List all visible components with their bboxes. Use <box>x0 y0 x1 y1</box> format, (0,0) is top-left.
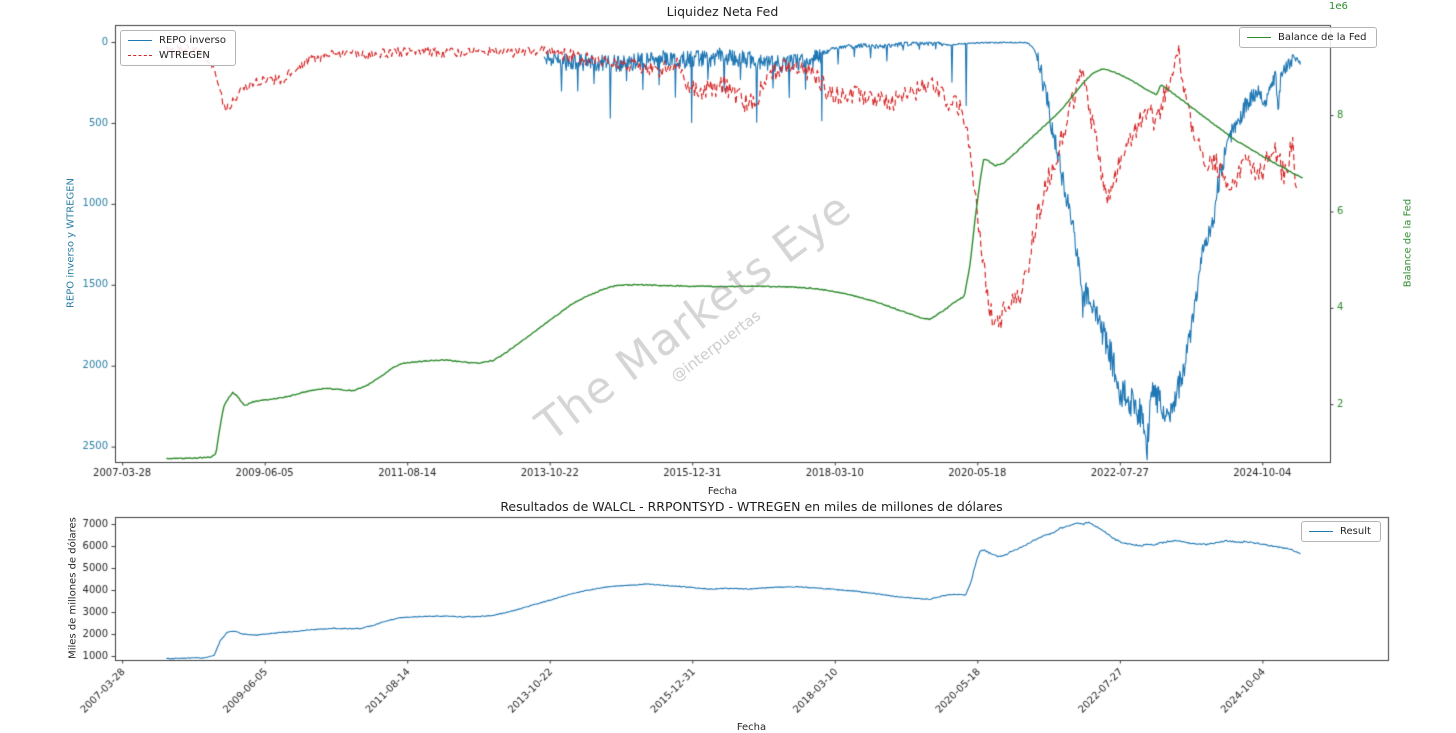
line-sample-repo-inverso <box>128 40 152 41</box>
legend-label-balance-fed: Balance de la Fed <box>1278 32 1367 43</box>
top-chart-ylabel-right: Balance de la Fed <box>1402 198 1414 288</box>
line-sample-result <box>1309 531 1333 532</box>
legend-top-right: Balance de la Fed <box>1239 27 1377 48</box>
top-chart-title: Liquidez Neta Fed <box>666 4 779 19</box>
legend-item-result: Result <box>1309 526 1371 537</box>
line-sample-wtregen <box>128 55 152 56</box>
legend-item-repo-inverso: REPO inverso <box>128 35 226 46</box>
line-sample-balance-fed <box>1247 37 1271 38</box>
legend-label-repo-inverso: REPO inverso <box>159 35 226 46</box>
top-chart-xlabel: Fecha <box>707 486 738 497</box>
bottom-chart-title: Resultados de WALCL - RRPONTSYD - WTREGE… <box>500 499 1003 514</box>
bottom-chart-xlabel: Fecha <box>736 722 767 733</box>
top-chart-ylabel-left: REPO inverso y WTREGEN <box>65 177 77 309</box>
legend-item-balance-fed: Balance de la Fed <box>1247 32 1367 43</box>
legend-label-wtregen: WTREGEN <box>159 50 210 61</box>
legend-item-wtregen: WTREGEN <box>128 50 226 61</box>
legend-top-left: REPO inverso WTREGEN <box>120 30 236 66</box>
bottom-chart-ylabel: Miles de millones de dólares <box>67 517 79 659</box>
legend-bottom: Result <box>1301 521 1381 542</box>
right-axis-offset-text: 1e6 <box>1329 1 1348 12</box>
legend-label-result: Result <box>1340 526 1371 537</box>
